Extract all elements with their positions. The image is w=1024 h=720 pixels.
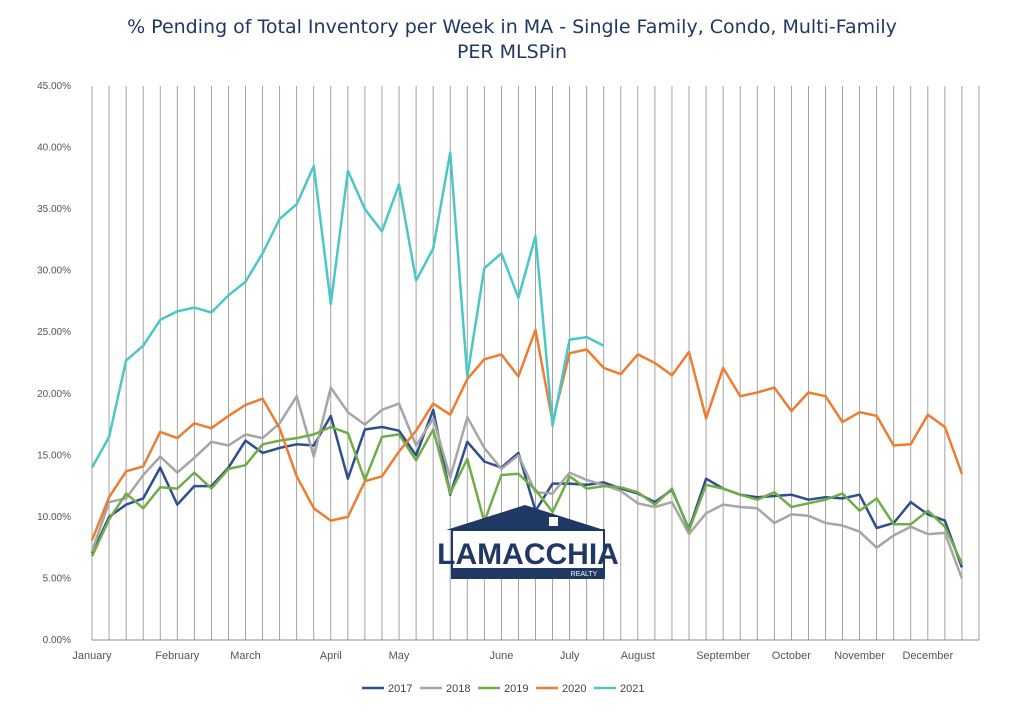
legend-label-2017: 2017 — [388, 683, 412, 695]
y-tick-label: 5.00% — [43, 573, 71, 584]
legend-label-2021: 2021 — [620, 683, 644, 695]
series-line-2019 — [90, 425, 964, 565]
x-month-label: March — [230, 650, 261, 662]
series-line-2018 — [90, 386, 964, 579]
y-tick-label: 45.00% — [37, 81, 71, 92]
logo-window-icon — [549, 517, 558, 526]
lamacchia-logo: LAMACCHIA REALTY — [437, 505, 619, 579]
x-month-label: December — [902, 650, 953, 662]
x-month-label: May — [389, 650, 410, 662]
x-month-label: January — [72, 650, 112, 662]
x-month-label: October — [772, 650, 811, 662]
x-axis: January February March April May June July Augu… — [72, 639, 979, 662]
y-tick-label: 25.00% — [37, 327, 71, 338]
logo-roof — [446, 505, 604, 530]
x-month-label: August — [621, 650, 655, 662]
y-tick-label: 35.00% — [37, 204, 71, 215]
x-month-label: February — [155, 650, 200, 662]
y-tick-label: 15.00% — [37, 450, 71, 461]
y-tick-label: 30.00% — [37, 266, 71, 277]
grid-lines — [91, 86, 980, 640]
y-tick-label: 20.00% — [37, 389, 71, 400]
legend: 2017 2018 2019 2020 2021 — [362, 683, 644, 695]
y-tick-label: 0.00% — [43, 635, 71, 646]
x-month-label: July — [560, 650, 580, 662]
y-axis: 0.00% 5.00% 10.00% 15.00% 20.00% 25.00% 30.00%… — [37, 81, 71, 646]
x-month-label: April — [320, 650, 342, 662]
chart-title-line1: % Pending of Total Inventory per Week in… — [127, 16, 897, 38]
y-tick-label: 40.00% — [37, 143, 71, 154]
y-tick-label: 10.00% — [37, 512, 71, 523]
series-lines — [90, 151, 964, 579]
legend-label-2018: 2018 — [446, 683, 470, 695]
logo-text: LAMACCHIA — [437, 538, 619, 571]
x-month-label: November — [834, 650, 885, 662]
x-month-label: September — [696, 650, 750, 662]
series-line-2021 — [90, 151, 605, 469]
logo-sub-band — [452, 568, 604, 578]
series-line-2020 — [90, 328, 964, 541]
chart-title-line2: PER MLSPin — [456, 41, 568, 63]
logo-subtext: REALTY — [571, 571, 598, 578]
x-month-label: June — [489, 650, 513, 662]
legend-label-2020: 2020 — [562, 683, 586, 695]
legend-label-2019: 2019 — [504, 683, 528, 695]
